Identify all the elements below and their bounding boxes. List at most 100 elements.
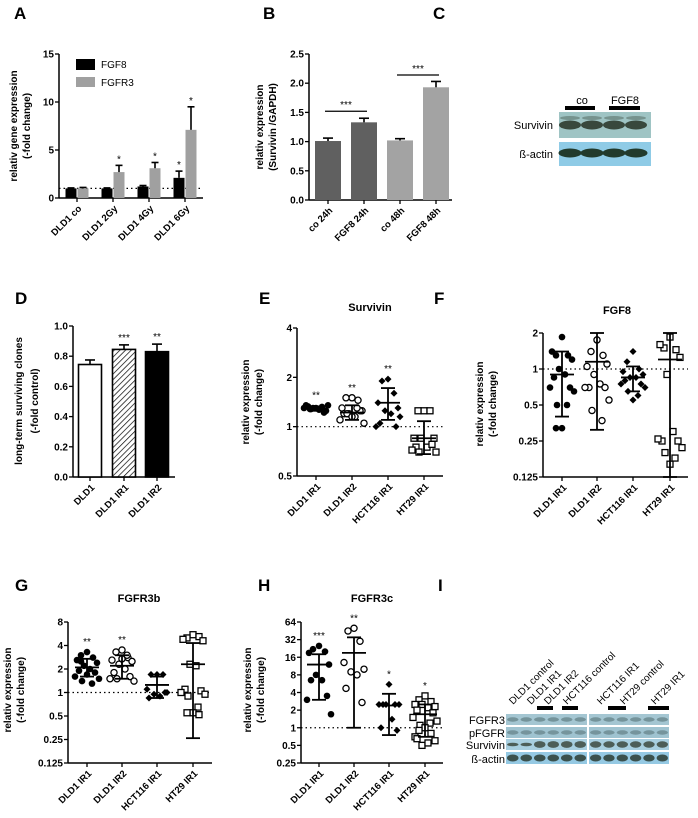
- x-tick-label: co 24h: [306, 205, 335, 234]
- blot-band: [574, 730, 586, 735]
- y-tick-label: 0.5: [282, 741, 296, 752]
- data-point: [183, 709, 191, 717]
- y-tick-label: 1: [532, 365, 538, 376]
- data-point: [415, 726, 423, 735]
- blot-band: [574, 741, 586, 748]
- y-tick-label: 0.25: [519, 437, 539, 448]
- data-point: [641, 384, 649, 392]
- data-point: [555, 365, 563, 373]
- y-tick-label: 2: [532, 329, 538, 340]
- blot-band: [561, 741, 573, 748]
- data-point: [634, 392, 642, 400]
- data-point: [414, 407, 422, 415]
- significance-label: *: [117, 154, 121, 165]
- data-point: [91, 669, 99, 676]
- y-tick-label: 1: [57, 688, 63, 699]
- data-point: [424, 739, 432, 747]
- bar-fgfr3: [113, 172, 125, 198]
- data-point: [558, 424, 566, 432]
- y-tick-label: 2.5: [290, 50, 304, 61]
- blot-band: [624, 148, 648, 158]
- chart-e: relativ expression (-fold change) Survivin…: [241, 302, 443, 526]
- data-point: [623, 358, 631, 366]
- data-point: [570, 388, 578, 395]
- blot-column-label: co: [576, 95, 588, 107]
- x-tick-label: DLD1 co: [49, 203, 84, 238]
- blot-band: [643, 717, 655, 722]
- x-tick-label: FGF8 48h: [405, 205, 444, 244]
- blot-band: [507, 742, 519, 747]
- data-point: [189, 631, 197, 639]
- data-point: [564, 352, 572, 359]
- data-point: [195, 632, 203, 641]
- blot-band: [507, 730, 519, 735]
- chart-g: relativ expression (-fold change) FGFR3b 0.…: [3, 593, 212, 813]
- data-point: [78, 677, 86, 685]
- data-point: [672, 346, 680, 354]
- data-point: [315, 642, 323, 650]
- data-point: [431, 737, 439, 745]
- blot-row-label: Survivin: [514, 120, 553, 132]
- data-point: [323, 692, 331, 700]
- x-tick-label: HT29 IR1: [396, 768, 433, 805]
- blot-band: [507, 754, 519, 762]
- chart-f: relativ expression (-fold change) FGF8 0.12…: [475, 305, 688, 527]
- data-point: [396, 413, 404, 421]
- blot-band: [625, 120, 647, 130]
- bar-fgfr3: [185, 129, 197, 198]
- blot-band: [630, 717, 642, 722]
- bar: [387, 140, 413, 200]
- y-tick-label: 64: [285, 618, 297, 629]
- data-point: [433, 717, 441, 725]
- data-point: [88, 680, 96, 687]
- x-tick-label: DLD1: [72, 482, 98, 508]
- chart-title: FGFR3b: [118, 593, 161, 605]
- data-point: [431, 702, 439, 711]
- blot-band: [547, 754, 559, 762]
- x-tick-label: DLD1 6Gy: [152, 203, 192, 243]
- data-point: [413, 735, 421, 743]
- blot-band: [616, 741, 628, 748]
- panel-letter-d: D: [15, 289, 27, 308]
- chart-h: relativ expression (-fold change) FGFR3c 0.…: [243, 593, 443, 813]
- data-point: [161, 689, 169, 696]
- data-point: [195, 711, 203, 719]
- blot-band: [602, 148, 626, 158]
- blot-band: [574, 717, 586, 722]
- blot-band: [603, 120, 625, 130]
- data-point: [583, 362, 591, 371]
- data-point: [420, 407, 428, 415]
- bar: [111, 348, 137, 478]
- bar: [77, 363, 103, 478]
- data-point: [118, 646, 126, 654]
- panel-letter-i: I: [438, 576, 443, 595]
- data-point: [395, 700, 403, 708]
- y-tick-label: 8: [290, 670, 296, 681]
- y-axis-label: (-fold control): [30, 369, 41, 434]
- blot-band: [580, 148, 604, 158]
- data-point: [552, 424, 560, 432]
- data-point: [415, 448, 423, 456]
- data-point: [372, 423, 380, 431]
- x-tick-label: DLD1 2Gy: [80, 203, 120, 243]
- blot-band: [630, 741, 642, 748]
- data-point: [305, 649, 313, 657]
- blot-band: [561, 754, 573, 762]
- y-tick-label: 15: [43, 50, 55, 61]
- data-point: [201, 690, 209, 698]
- y-tick-label: 4: [290, 688, 296, 699]
- y-tick-label: 1: [290, 723, 296, 734]
- y-tick-label: 32: [285, 635, 297, 646]
- blot-band: [581, 120, 603, 130]
- y-axis-label: (Survivin /GAPDH): [268, 83, 279, 171]
- data-point: [418, 741, 426, 750]
- y-axis-label: relativ expression: [475, 361, 486, 446]
- y-tick-label: 0.5: [524, 401, 538, 412]
- lane-group-bar: [562, 706, 578, 710]
- y-tick-label: 0.8: [54, 352, 68, 363]
- data-point: [621, 377, 629, 385]
- data-point: [563, 401, 571, 409]
- x-tick-label: DLD1 IR1: [289, 768, 327, 806]
- data-point: [390, 389, 398, 397]
